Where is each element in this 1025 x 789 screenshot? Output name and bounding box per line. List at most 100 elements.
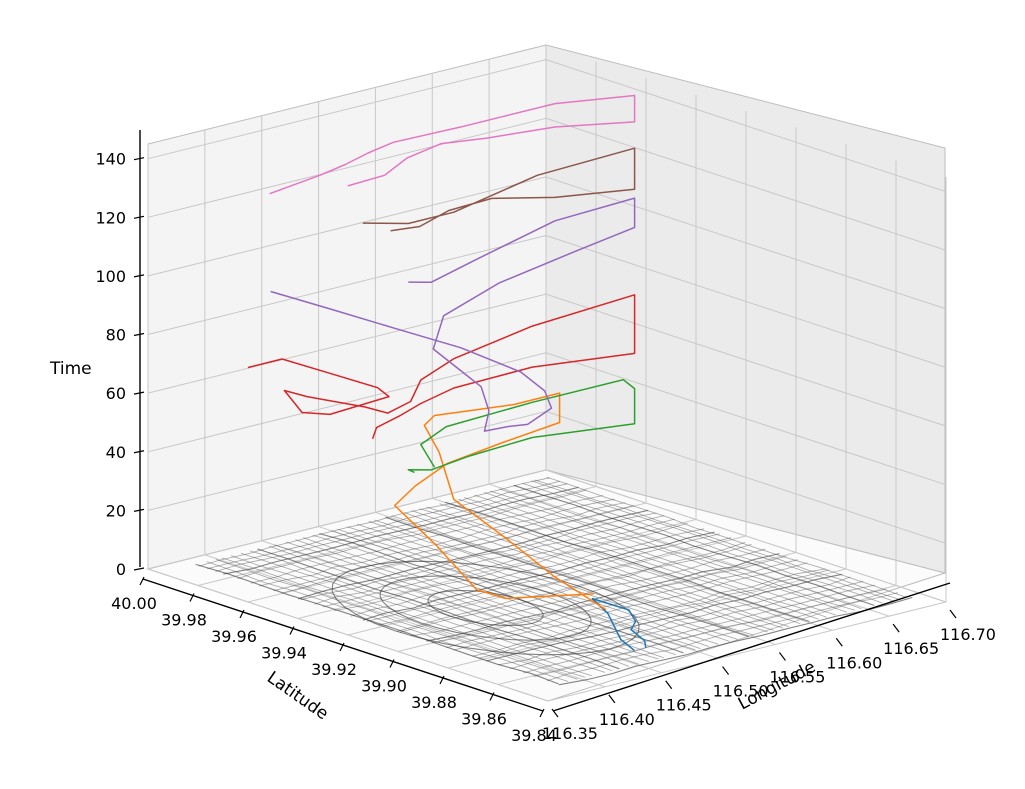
z-tick-label: 0 [116, 560, 126, 579]
road-segment [391, 515, 755, 636]
z-tick-mark [133, 508, 145, 512]
road-segment [285, 541, 649, 662]
road-segment [546, 592, 899, 682]
road-segment [269, 545, 630, 667]
grid-line-lat-floor [347, 535, 747, 636]
grid-line-time [147, 117, 947, 251]
road-segment [445, 501, 810, 623]
road-segment [319, 533, 684, 654]
z-tick-label: 100 [95, 267, 126, 286]
tick-labels: 02040608010012014040.0039.9839.9639.9439… [95, 150, 996, 745]
x-tick-label: 116.70 [940, 625, 996, 644]
road-segment [230, 555, 592, 677]
trajectory-line-4 [247, 294, 636, 440]
y-tick-label: 40.00 [111, 594, 157, 613]
road-segment [522, 482, 883, 604]
road-segment [478, 569, 830, 659]
grid-line-lat-floor [197, 486, 597, 586]
x-tick-label: 116.35 [542, 724, 598, 743]
z-tick-label: 20 [106, 501, 126, 520]
y-tick-label: 39.96 [211, 627, 257, 646]
x-tick-label: 116.65 [883, 639, 939, 658]
road-segment [453, 562, 808, 651]
x-tick-mark [949, 609, 957, 619]
grid-line-time [147, 352, 947, 486]
road-segment [333, 522, 688, 611]
road-segment [474, 494, 836, 616]
road-segment [426, 553, 780, 642]
z-tick-label: 140 [95, 150, 126, 169]
road-segment [558, 596, 913, 686]
y-tick-mark [489, 692, 495, 701]
road-segment [546, 476, 907, 598]
road-segment [419, 508, 784, 629]
x-tick-label: 116.50 [713, 682, 769, 701]
x-tick-mark [551, 708, 559, 718]
road-segment [223, 486, 579, 575]
y-tick-mark [339, 642, 345, 652]
y-tick-mark [239, 609, 245, 619]
road-segment [490, 490, 856, 611]
road-segment [240, 552, 606, 673]
y-tick-mark [439, 675, 445, 685]
x-tick-mark [665, 680, 673, 690]
road-segment [215, 559, 578, 680]
road-segment [257, 548, 620, 670]
trajectory-line-2 [393, 392, 607, 611]
trajectory-series [247, 94, 647, 652]
grid-line-time [147, 234, 947, 368]
road-segment [366, 533, 720, 622]
road-segment [249, 550, 613, 671]
road-segment [195, 563, 559, 685]
road-segment [399, 544, 752, 633]
trajectory-line-5 [270, 197, 636, 432]
road-segment [484, 492, 848, 613]
x-tick-label: 116.60 [826, 653, 882, 672]
x-tick-mark [778, 652, 786, 661]
road-segment [198, 477, 550, 567]
z-axis-title: Time [49, 359, 92, 379]
grid-line-lat-floor [547, 601, 947, 702]
grid-line-time [147, 59, 947, 193]
z-tick-label: 40 [106, 443, 126, 462]
road-segment [347, 526, 709, 647]
z-tick-mark [133, 215, 145, 219]
z-tick-mark [133, 157, 145, 161]
road-segment [206, 561, 569, 682]
x-tick-label: 116.55 [769, 667, 825, 686]
road-segment [464, 497, 827, 618]
trajectory-line-1 [591, 597, 647, 652]
ring-road [331, 560, 640, 656]
z-tick-mark [133, 391, 145, 395]
trajectory-line-3 [407, 378, 636, 474]
road-segment [273, 502, 626, 592]
road-segment [259, 498, 615, 587]
y-tick-label: 39.84 [511, 726, 557, 745]
grid-line-time [147, 176, 947, 310]
road-segment [431, 555, 787, 644]
z-tick-label: 80 [106, 326, 126, 345]
ring-road [379, 575, 592, 641]
x-tick-mark [892, 623, 900, 633]
z-tick-label: 60 [106, 384, 126, 403]
road-segment [300, 512, 657, 601]
x-tick-mark [722, 666, 730, 675]
road-segment [314, 515, 665, 605]
z-tick-label: 120 [95, 208, 126, 227]
road-segment [411, 510, 774, 631]
y-tick-mark [289, 626, 295, 635]
y-tick-mark [139, 576, 145, 586]
road-segment [513, 484, 875, 606]
road-segment [486, 573, 843, 662]
road-segment [295, 539, 659, 660]
road-segment [303, 537, 664, 659]
road-segment [215, 483, 568, 572]
road-segment [350, 528, 705, 617]
z-tick-mark [133, 567, 145, 571]
road-segment [356, 523, 719, 645]
y-tick-label: 39.92 [311, 660, 357, 679]
road-segment [250, 495, 604, 584]
y-tick-label: 39.98 [161, 611, 207, 630]
road-segment [362, 531, 715, 621]
road-segment [498, 488, 862, 609]
